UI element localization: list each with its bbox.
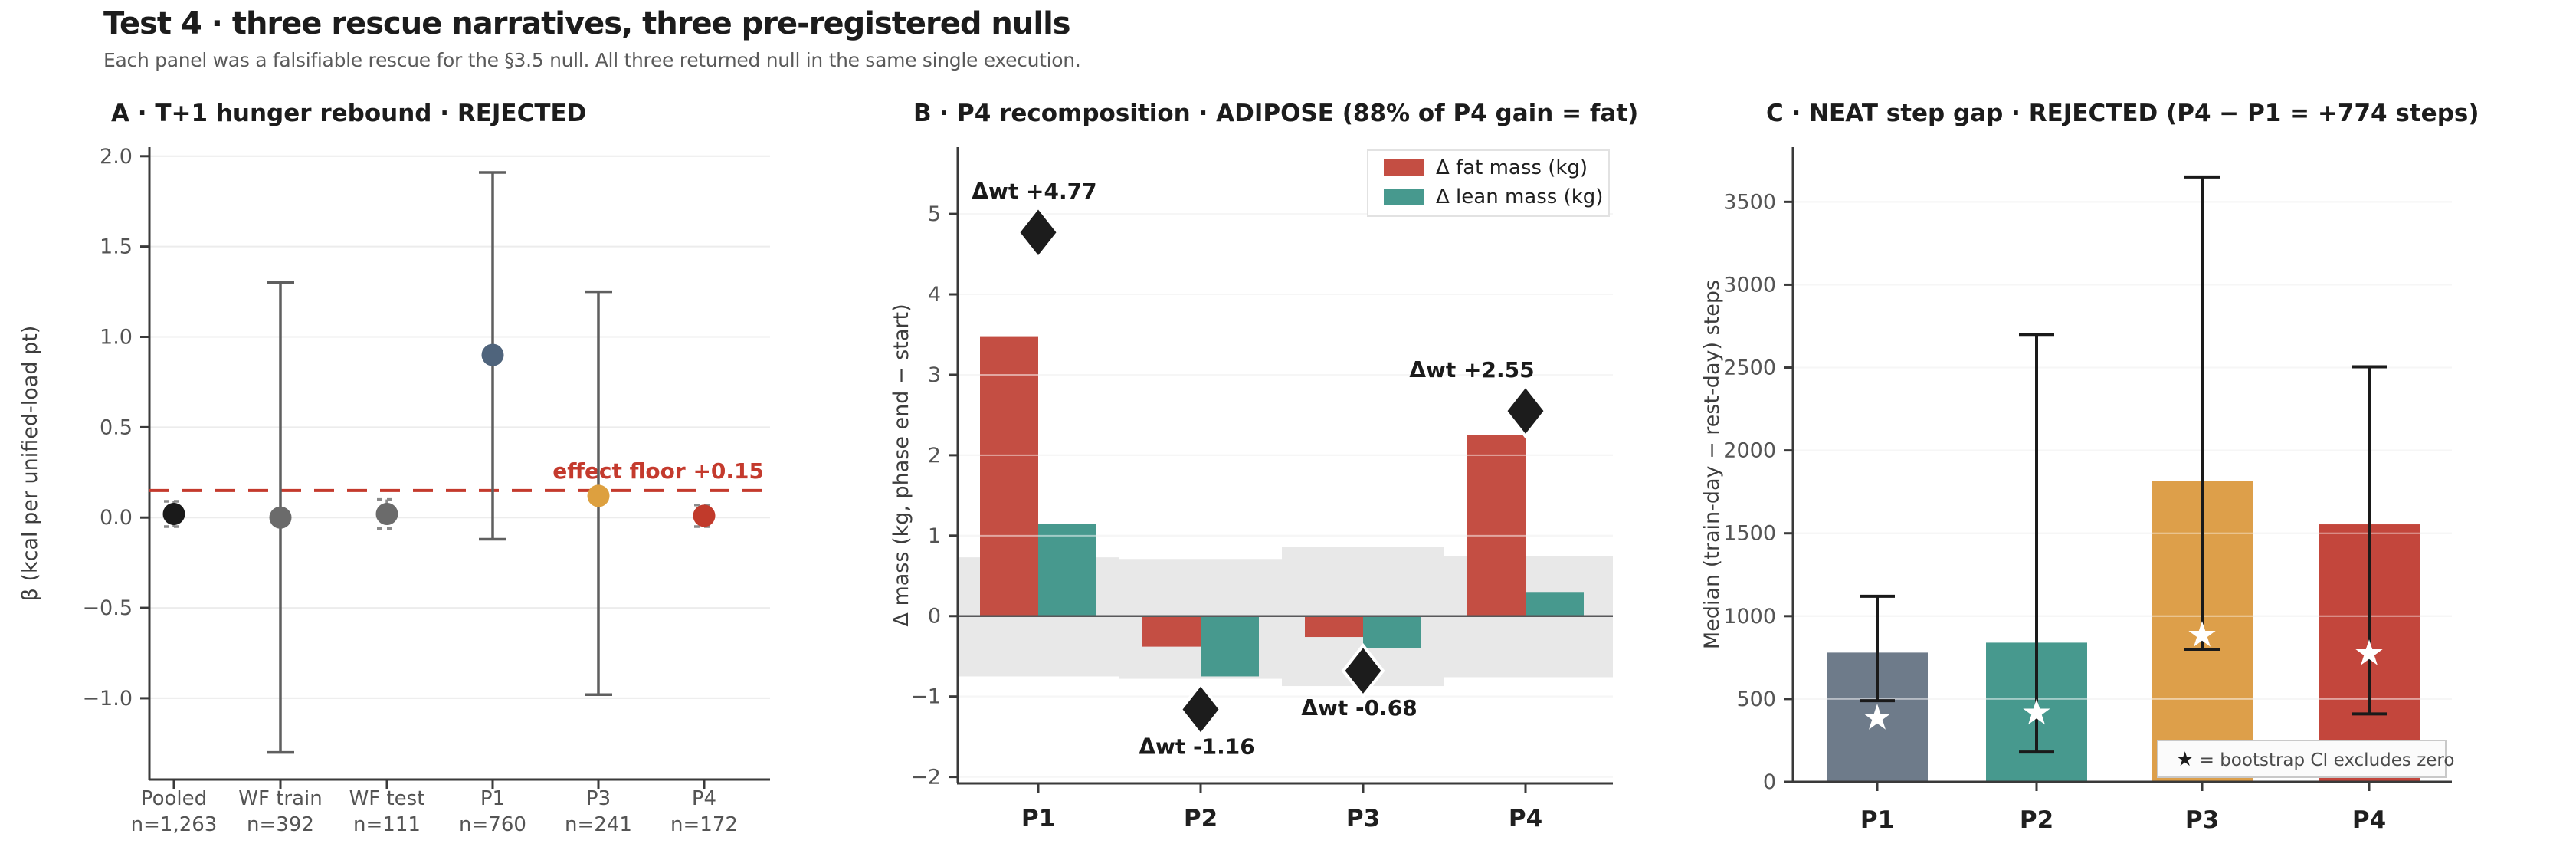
dwt-label-P1: Δwt +4.77 [972,179,1096,204]
beta-point-Pooled [162,503,185,525]
panel-c-x-label: P2 [2020,806,2053,834]
panel-c-y-tick-label: 500 [1736,688,1776,711]
panel-c-x-label: P1 [1860,806,1894,834]
panel-b-x-label: P1 [1021,805,1055,832]
note-text: ★ = bootstrap CI excludes zero [2176,748,2454,771]
panel-a-x-label: P4 [692,787,716,810]
panel-b-y-tick-label: 5 [928,202,941,226]
panel-c-y-tick-label: 1000 [1723,605,1776,629]
panel-b-y-tick-label: −2 [910,766,941,790]
significance-star-P2: ★ [2020,691,2052,733]
panel-c-x-label: P3 [2185,806,2219,834]
panel-a-x-label: P1 [480,787,505,810]
panel-b-x-label: P2 [1184,805,1218,832]
figure-title: Test 4 · three rescue narratives, three … [103,6,1071,41]
panel-b-y-tick-label: 0 [928,605,941,629]
bar-lean-P2 [1201,616,1259,677]
legend-swatch [1384,189,1424,205]
panel-a-y-axis-title: β (kcal per unified-load pt) [18,326,42,602]
dwt-diamond-P1 [1016,204,1060,261]
panel-b-x-label: P3 [1346,805,1380,832]
panel-a-y-tick-label: −1.0 [82,687,133,711]
legend-label: Δ lean mass (kg) [1436,185,1603,208]
panel-c-y-axis-title: Median (train-day − rest-day) steps [1700,280,1724,649]
bar-lean-P4 [1526,592,1584,616]
panel-a-n-label: n=111 [353,813,421,836]
bar-lean-P1 [1038,524,1096,616]
panel-a-x-label: Pooled [141,787,207,810]
panel-c-y-tick-label: 3000 [1723,273,1776,297]
panel-a-y-tick-label: −0.5 [82,596,133,620]
bar-lean-P3 [1363,616,1421,648]
legend-swatch [1384,159,1424,176]
panel-b-y-tick-label: 2 [928,444,941,468]
beta-point-WF train [269,506,292,529]
figure-subtitle: Each panel was a falsifiable rescue for … [103,49,1081,71]
panel-a-x-label: WF train [238,787,322,810]
significance-star-P3: ★ [2186,614,2217,655]
dwt-label-P4: Δwt +2.55 [1409,357,1534,382]
panel-b-legend [1367,149,1610,217]
dwt-label-P3: Δwt -0.68 [1301,695,1417,721]
significance-star-P1: ★ [1861,697,1893,738]
panel-a-y-tick-label: 1.5 [100,235,133,259]
panel-a-x-label: P3 [586,787,611,810]
bar-fat-P3 [1305,616,1363,638]
dwt-diamond-P4 [1503,382,1548,439]
panel-a-y-tick-label: 0.5 [100,415,133,439]
legend-label: Δ fat mass (kg) [1436,156,1588,179]
significance-star-P4: ★ [2353,632,2384,673]
bar-fat-P1 [980,336,1038,616]
panel-a-n-label: n=241 [565,813,632,836]
panel-a-n-label: n=392 [247,813,314,836]
panel-c-title: C · NEAT step gap · REJECTED (P4 − P1 = … [1766,100,2479,127]
panel-b-y-tick-label: −1 [910,685,941,709]
bar-fat-P4 [1467,435,1526,616]
dwt-label-P2: Δwt -1.16 [1139,734,1254,759]
bar-fat-P2 [1142,616,1201,647]
panel-a-n-label: n=1,263 [131,813,218,836]
beta-point-WF test [375,503,398,525]
panel-c-y-tick-label: 2500 [1723,356,1776,380]
panel-c-y-tick-label: 2000 [1723,439,1776,463]
beta-point-P4 [693,504,716,527]
note-frame [2157,740,2447,778]
panel-b-y-tick-label: 4 [928,283,941,307]
panel-a-y-tick-label: 0.0 [100,506,133,530]
panel-a-n-label: n=760 [459,813,526,836]
panel-c-y-tick-label: 0 [1763,770,1776,794]
panel-b-y-axis-title: Δ mass (kg, phase end − start) [890,304,913,626]
panel-c-y-tick-label: 3500 [1723,190,1776,214]
panel-a-n-label: n=172 [670,813,738,836]
dwt-diamond-P3 [1341,642,1385,699]
panel-a-y-tick-label: 2.0 [100,145,133,169]
panel-c-y-tick-label: 1500 [1723,522,1776,546]
panel-b-y-tick-label: 1 [928,524,941,548]
panel-b-x-label: P4 [1509,805,1542,832]
panel-c-x-label: P4 [2352,806,2386,834]
dwt-diamond-P2 [1178,681,1223,737]
panel-c-note [2157,740,2447,778]
panel-a-title: A · T+1 hunger rebound · REJECTED [111,100,586,127]
panel-a-x-label: WF test [349,787,425,810]
panel-b-title: B · P4 recomposition · ADIPOSE (88% of P… [913,100,1638,127]
beta-point-P3 [587,484,610,507]
beta-point-P1 [481,343,504,366]
panel-a-y-tick-label: 1.0 [100,326,133,350]
effect-floor-label: effect floor +0.15 [552,458,764,484]
panel-b-y-tick-label: 3 [928,363,941,387]
